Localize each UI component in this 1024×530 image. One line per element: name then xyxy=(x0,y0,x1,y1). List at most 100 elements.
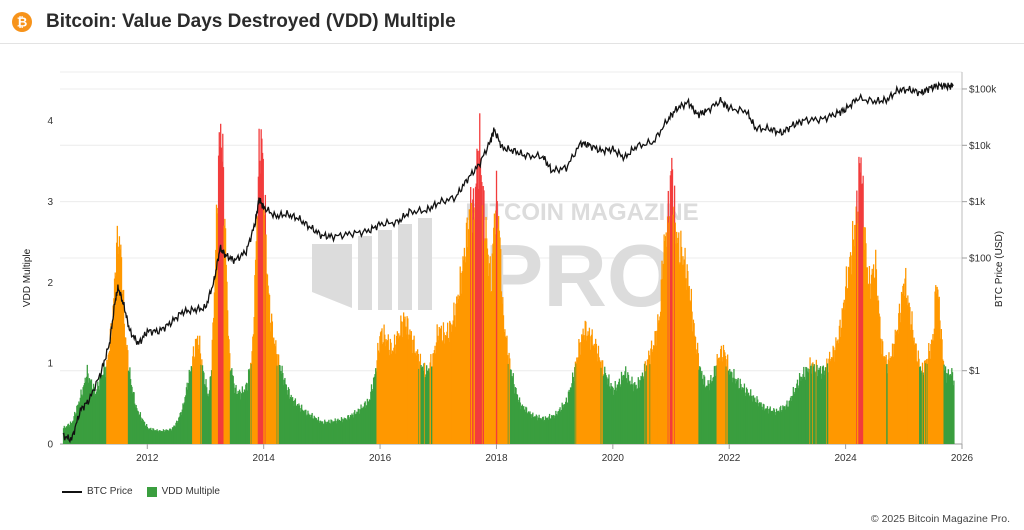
vdd-bar xyxy=(898,303,901,444)
vdd-bar xyxy=(886,373,889,444)
vdd-bar xyxy=(891,356,893,444)
vdd-bar xyxy=(774,415,776,444)
y-right-tick-label: $100 xyxy=(969,254,992,265)
vdd-bar xyxy=(312,418,314,444)
vdd-bar xyxy=(837,339,839,444)
vdd-bar xyxy=(267,285,269,444)
vdd-bar xyxy=(795,387,797,444)
vdd-bar xyxy=(187,389,189,444)
vdd-bar xyxy=(767,409,769,444)
vdd-bar xyxy=(723,349,725,444)
vdd-bar xyxy=(479,159,482,444)
vdd-bar xyxy=(136,408,138,444)
vdd-bar xyxy=(794,393,796,444)
vdd-bar xyxy=(487,254,489,444)
vdd-bar xyxy=(78,401,80,444)
vdd-bar xyxy=(317,416,320,444)
vdd-bar xyxy=(389,338,392,444)
vdd-bar xyxy=(81,394,83,444)
vdd-bar xyxy=(641,372,644,444)
vdd-bar xyxy=(732,377,734,444)
vdd-bar xyxy=(664,240,666,444)
vdd-bar xyxy=(534,417,537,444)
vdd-bar xyxy=(830,358,832,444)
vdd-bar xyxy=(367,401,369,444)
vdd-bar xyxy=(798,373,801,444)
vdd-bar xyxy=(106,362,109,444)
vdd-bar xyxy=(655,345,658,444)
vdd-bar xyxy=(549,418,551,444)
vdd-bar xyxy=(544,416,547,444)
vdd-bar xyxy=(557,411,559,444)
vdd-bar xyxy=(251,351,253,444)
vdd-bar xyxy=(949,374,952,444)
vdd-bar xyxy=(475,183,477,444)
vdd-bar xyxy=(308,413,310,444)
vdd-bar xyxy=(900,291,903,444)
vdd-bar xyxy=(770,411,772,444)
vdd-bar xyxy=(401,337,403,444)
vdd-bar xyxy=(632,384,634,444)
vdd-bar xyxy=(182,403,184,444)
vdd-bar xyxy=(434,345,436,444)
vdd-bar xyxy=(946,382,948,444)
vdd-bar xyxy=(745,387,748,444)
vdd-bar xyxy=(494,234,496,444)
vdd-bar xyxy=(840,336,842,444)
vdd-bar xyxy=(466,217,468,444)
vdd-bar xyxy=(172,427,174,444)
legend-item-btc-price[interactable]: BTC Price xyxy=(62,486,133,497)
vdd-bar xyxy=(363,402,366,444)
vdd-bar xyxy=(294,400,296,444)
vdd-bar xyxy=(456,303,459,444)
vdd-bar xyxy=(786,400,788,444)
vdd-bar xyxy=(765,408,767,444)
vdd-bar xyxy=(117,254,119,444)
vdd-bar xyxy=(759,402,761,444)
vdd-bar xyxy=(199,335,201,444)
vdd-bar xyxy=(116,225,118,444)
vdd-bar xyxy=(398,333,400,444)
vdd-bar xyxy=(695,349,697,444)
vdd-bar xyxy=(539,418,542,444)
vdd-bar xyxy=(812,362,814,444)
vdd-bar xyxy=(540,418,542,444)
legend-item-vdd[interactable]: VDD Multiple xyxy=(146,486,220,497)
vdd-bar xyxy=(923,360,926,444)
vdd-bar xyxy=(245,384,247,444)
vdd-bar xyxy=(409,329,411,444)
vdd-bar xyxy=(539,417,541,444)
vdd-bar xyxy=(156,429,158,444)
vdd-bar xyxy=(592,345,594,444)
vdd-bar xyxy=(321,421,323,444)
vdd-bar xyxy=(741,387,743,444)
vdd-bar xyxy=(215,204,218,444)
vdd-bar xyxy=(742,389,744,444)
vdd-bar xyxy=(377,342,379,444)
vdd-bar xyxy=(162,431,164,444)
vdd-bar xyxy=(102,375,104,444)
vdd-bar xyxy=(102,374,105,444)
vdd-bar xyxy=(718,357,720,444)
vdd-bar xyxy=(669,175,672,444)
vdd-bar xyxy=(495,210,497,444)
vdd-bar xyxy=(409,335,412,444)
vdd-bar xyxy=(479,113,481,444)
vdd-bar xyxy=(775,412,777,444)
vdd-bar xyxy=(914,343,917,444)
vdd-bar xyxy=(815,372,817,444)
vdd-bar xyxy=(634,386,637,444)
vdd-bar xyxy=(370,391,372,444)
vdd-bar xyxy=(662,278,664,444)
vdd-bar xyxy=(503,331,505,444)
vdd-bar xyxy=(762,403,764,444)
vdd-bar xyxy=(201,359,203,444)
vdd-bar xyxy=(722,344,725,444)
vdd-bar xyxy=(104,377,107,444)
y-right-tick-label: $1k xyxy=(969,197,986,208)
vdd-bar xyxy=(627,374,630,444)
vdd-bar xyxy=(697,353,699,444)
vdd-bar xyxy=(502,297,504,444)
vdd-bar xyxy=(588,327,591,444)
vdd-bar xyxy=(605,375,607,444)
